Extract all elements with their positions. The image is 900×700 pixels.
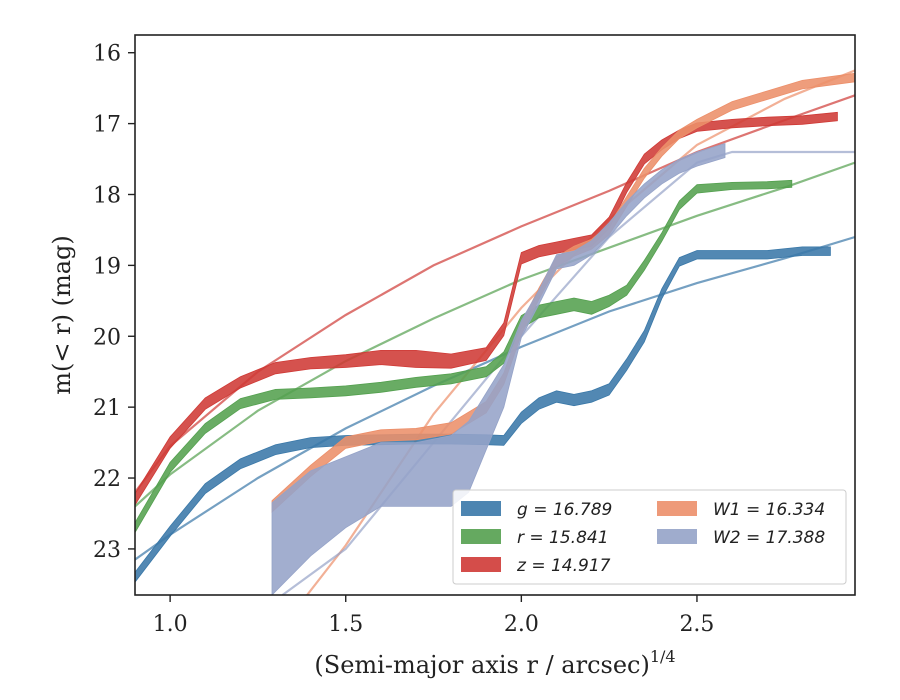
y-tick-label: 21: [93, 396, 121, 421]
x-tick-label: 1.5: [328, 612, 363, 637]
y-tick-label: 16: [93, 42, 121, 67]
y-tick-label: 19: [93, 254, 121, 279]
profile-band-z: [135, 111, 838, 506]
legend-label-r: r = 15.841: [517, 528, 609, 548]
fit-line-r: [135, 161, 855, 508]
x-axis-label: (Semi-major axis r / arcsec)1/4: [314, 647, 675, 679]
x-tick-label: 2.0: [504, 612, 539, 637]
legend-label-z: z = 14.917: [516, 556, 611, 576]
legend-swatch-r: [461, 529, 501, 544]
legend-swatch-w1: [657, 501, 697, 516]
profile-band-w1: [271, 72, 855, 514]
axis-layer: 1.0 1.5 2.0 2.5 16 17 18 19 20 21 22 23 (Semi-major …: [48, 42, 714, 679]
y-tick-label: 17: [93, 113, 121, 138]
legend-swatch-z: [461, 557, 501, 572]
fit-line-w2: [281, 150, 855, 595]
y-tick-label: 23: [93, 538, 121, 563]
y-tick-label: 18: [93, 183, 121, 208]
profile-band-r: [135, 179, 793, 534]
series-layer: [135, 69, 855, 595]
legend-label-w2: W2 = 17.388: [713, 528, 825, 548]
legend-label-w1: W1 = 16.334: [713, 500, 825, 520]
legend: g = 16.789 r = 15.841 z = 14.917 W1 = 16.33…: [452, 489, 847, 585]
y-tick-label: 20: [93, 325, 121, 350]
fit-line-g: [135, 235, 855, 561]
legend-swatch-g: [461, 501, 501, 516]
legend-label-g: g = 16.789: [517, 500, 612, 520]
fit-line-z: [135, 94, 855, 493]
y-tick-label: 22: [93, 467, 121, 492]
x-tick-label: 2.5: [679, 612, 714, 637]
x-tick-label: 1.0: [153, 612, 188, 637]
legend-swatch-w2: [657, 529, 697, 544]
legend-box: [452, 489, 847, 585]
y-axis-label: m(< r) (mag): [48, 235, 76, 394]
plot-frame: [134, 34, 856, 596]
